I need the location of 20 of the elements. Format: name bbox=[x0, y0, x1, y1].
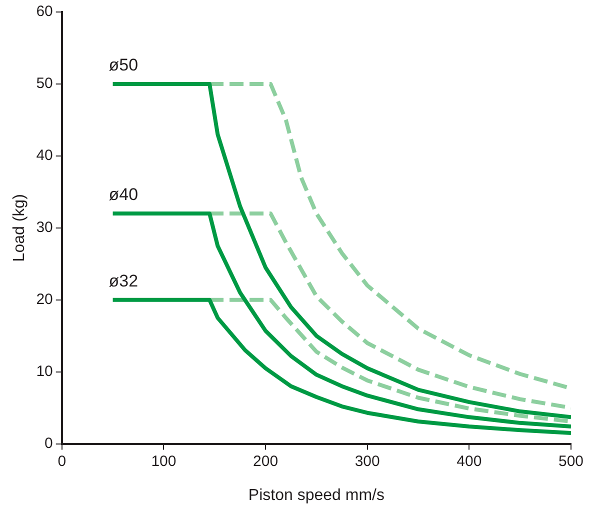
y-tick-label: 40 bbox=[36, 147, 53, 164]
y-tick-label: 50 bbox=[36, 75, 53, 92]
y-tick-label: 20 bbox=[36, 291, 53, 308]
annotation: ø50 bbox=[108, 56, 138, 75]
y-tick-label: 0 bbox=[44, 434, 53, 452]
x-tick-label: 0 bbox=[58, 452, 66, 470]
line-series bbox=[208, 212, 571, 410]
y-axis-title: Load (kg) bbox=[11, 194, 28, 262]
y-tick-label: 10 bbox=[36, 362, 53, 380]
x-tick-label: 500 bbox=[558, 452, 584, 470]
line-series bbox=[208, 298, 571, 424]
x-tick-label: 400 bbox=[456, 452, 482, 470]
annotation: ø40 bbox=[108, 185, 138, 204]
x-tick-label: 200 bbox=[253, 452, 278, 470]
x-tick-label: 100 bbox=[151, 452, 176, 470]
annotation: ø32 bbox=[108, 272, 138, 291]
y-tick-label: 30 bbox=[36, 219, 53, 236]
x-tick-label: 300 bbox=[354, 452, 380, 470]
y-tick-label: 60 bbox=[36, 3, 53, 20]
x-axis-title: Piston speed mm/s bbox=[248, 486, 384, 504]
